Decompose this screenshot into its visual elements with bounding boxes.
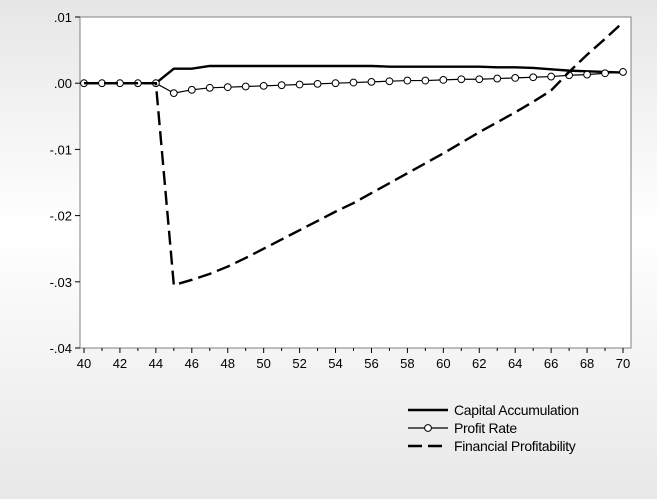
x-tick-label: 42 xyxy=(113,356,127,371)
x-tick-label: 52 xyxy=(292,356,306,371)
x-tick-label: 58 xyxy=(400,356,414,371)
profit-rate-marker xyxy=(511,74,520,82)
x-tick-label: 66 xyxy=(544,356,558,371)
profit-rate-marker xyxy=(241,82,250,91)
profit-rate-marker xyxy=(493,74,502,83)
profit-rate-marker xyxy=(547,72,556,81)
series-layer xyxy=(80,21,627,287)
y-tick-label: -.03 xyxy=(50,275,72,290)
profit-rate-marker xyxy=(457,75,466,84)
profit-rate-marker xyxy=(601,69,609,78)
y-tick-label: .01 xyxy=(54,10,72,25)
profit-rate-marker xyxy=(583,70,591,79)
profit-rate-marker xyxy=(529,73,538,82)
x-tick-label: 62 xyxy=(472,356,486,371)
x-tick-label: 46 xyxy=(185,356,199,371)
profit-rate-marker xyxy=(331,79,340,88)
profit-rate-marker xyxy=(349,78,358,87)
financial-profitability-line xyxy=(84,21,624,287)
legend-marker-profit-rate xyxy=(424,424,432,432)
plot-area xyxy=(79,16,632,349)
x-tick-label: 70 xyxy=(616,356,630,371)
profit-rate-marker xyxy=(259,81,268,90)
profit-rate-marker xyxy=(421,76,430,85)
legend-label-financial-profitability: Financial Profitability xyxy=(454,438,576,454)
profit-rate-marker xyxy=(295,80,304,89)
profit-rate-marker xyxy=(367,77,376,86)
y-tick-label: .00 xyxy=(54,76,72,91)
profit-rate-marker xyxy=(205,83,214,92)
x-tick-label: 44 xyxy=(149,356,163,371)
y-tick-label: -.02 xyxy=(50,209,72,224)
x-axis: 40 42 44 46 48 50 52 54 56 58 60 62 64 66 68 70 xyxy=(77,348,630,371)
profit-rate-marker xyxy=(475,75,484,84)
x-tick-label: 68 xyxy=(580,356,594,371)
x-tick-label: 48 xyxy=(220,356,234,371)
y-tick-label: -.04 xyxy=(50,341,72,356)
y-tick-label: -.01 xyxy=(50,142,72,157)
x-tick-label: 56 xyxy=(364,356,378,371)
legend: Capital Accumulation Profit Rate Financial… xyxy=(408,402,579,454)
profit-rate-marker xyxy=(385,77,394,86)
y-axis: .01 .00 -.01 -.02 -.03 -.04 xyxy=(50,10,80,356)
profit-rate-marker xyxy=(313,79,322,88)
profit-rate-marker xyxy=(403,76,412,85)
x-tick-label: 50 xyxy=(256,356,270,371)
x-tick-label: 40 xyxy=(77,356,91,371)
profit-rate-marker xyxy=(223,83,232,92)
x-tick-label: 64 xyxy=(508,356,522,371)
legend-label-profit-rate: Profit Rate xyxy=(454,420,517,436)
profit-rate-marker xyxy=(277,81,286,90)
profit-rate-marker xyxy=(619,68,627,76)
legend-label-capital-accumulation: Capital Accumulation xyxy=(454,402,579,418)
profit-rate-marker xyxy=(439,75,448,84)
capital-accumulation-line xyxy=(84,64,624,85)
profit-rate-marker xyxy=(187,85,196,94)
x-tick-label: 54 xyxy=(328,356,342,371)
x-tick-label: 60 xyxy=(436,356,450,371)
profit-rate-marker xyxy=(169,89,178,98)
